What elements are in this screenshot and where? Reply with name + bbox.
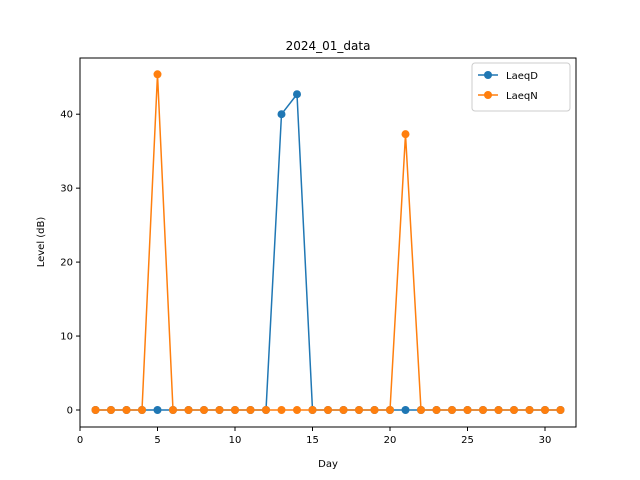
data-point [463, 405, 472, 414]
legend-item: LaeqD [478, 71, 538, 82]
data-point [153, 405, 162, 414]
data-point [184, 405, 193, 414]
data-point [355, 405, 363, 414]
data-point [417, 405, 425, 414]
x-axis: 0 5 10 15 20 25 30 [77, 427, 552, 446]
y-axis-label: Level (dB) [36, 217, 47, 268]
legend-label: LaeqD [506, 71, 538, 82]
data-point [293, 405, 301, 414]
x-axis-label: Day [318, 459, 338, 470]
chart-title: 2024_01_data [286, 39, 371, 53]
data-point [401, 130, 410, 139]
x-tick-label: 20 [384, 435, 397, 446]
legend-item: LaeqN [478, 91, 538, 102]
data-point [525, 405, 534, 414]
data-point [107, 405, 115, 414]
legend-marker [484, 91, 492, 99]
data-point [215, 405, 224, 414]
data-point [246, 405, 255, 414]
data-point [556, 405, 565, 414]
x-tick-label: 5 [154, 435, 160, 446]
legend: LaeqD LaeqN [471, 62, 571, 112]
data-point [169, 405, 177, 414]
data-point [262, 405, 270, 414]
data-point [138, 405, 146, 414]
y-tick-label: 30 [60, 184, 73, 195]
data-point [479, 405, 487, 414]
data-point [293, 90, 301, 99]
y-tick-label: 20 [60, 258, 73, 269]
series-layer [91, 70, 565, 414]
data-point [277, 405, 286, 414]
data-point [91, 405, 100, 414]
data-point [122, 405, 131, 414]
data-point [494, 405, 503, 414]
y-tick-label: 10 [60, 332, 73, 343]
data-point [277, 110, 286, 119]
y-axis: 0 10 20 30 40 [60, 110, 80, 416]
data-point [231, 405, 239, 414]
x-tick-label: 10 [229, 435, 242, 446]
data-point [386, 405, 394, 414]
data-point [370, 405, 379, 414]
x-tick-label: 15 [306, 435, 319, 446]
x-tick-label: 30 [539, 435, 552, 446]
data-point [339, 405, 348, 414]
data-point [200, 405, 208, 414]
data-point [510, 405, 518, 414]
data-point [324, 405, 332, 414]
data-point [432, 405, 441, 414]
series-LaeqN [91, 70, 565, 414]
x-tick-label: 25 [461, 435, 474, 446]
data-point [153, 70, 162, 79]
y-tick-label: 40 [60, 110, 73, 121]
y-tick-label: 0 [67, 405, 73, 416]
data-point [541, 405, 549, 414]
legend-label: LaeqN [506, 91, 538, 102]
x-tick-label: 0 [77, 435, 83, 446]
data-point [308, 405, 317, 414]
data-point [448, 405, 456, 414]
legend-marker [484, 71, 492, 79]
data-point [401, 405, 410, 414]
plot-area [79, 57, 577, 428]
plot-frame [79, 57, 577, 428]
